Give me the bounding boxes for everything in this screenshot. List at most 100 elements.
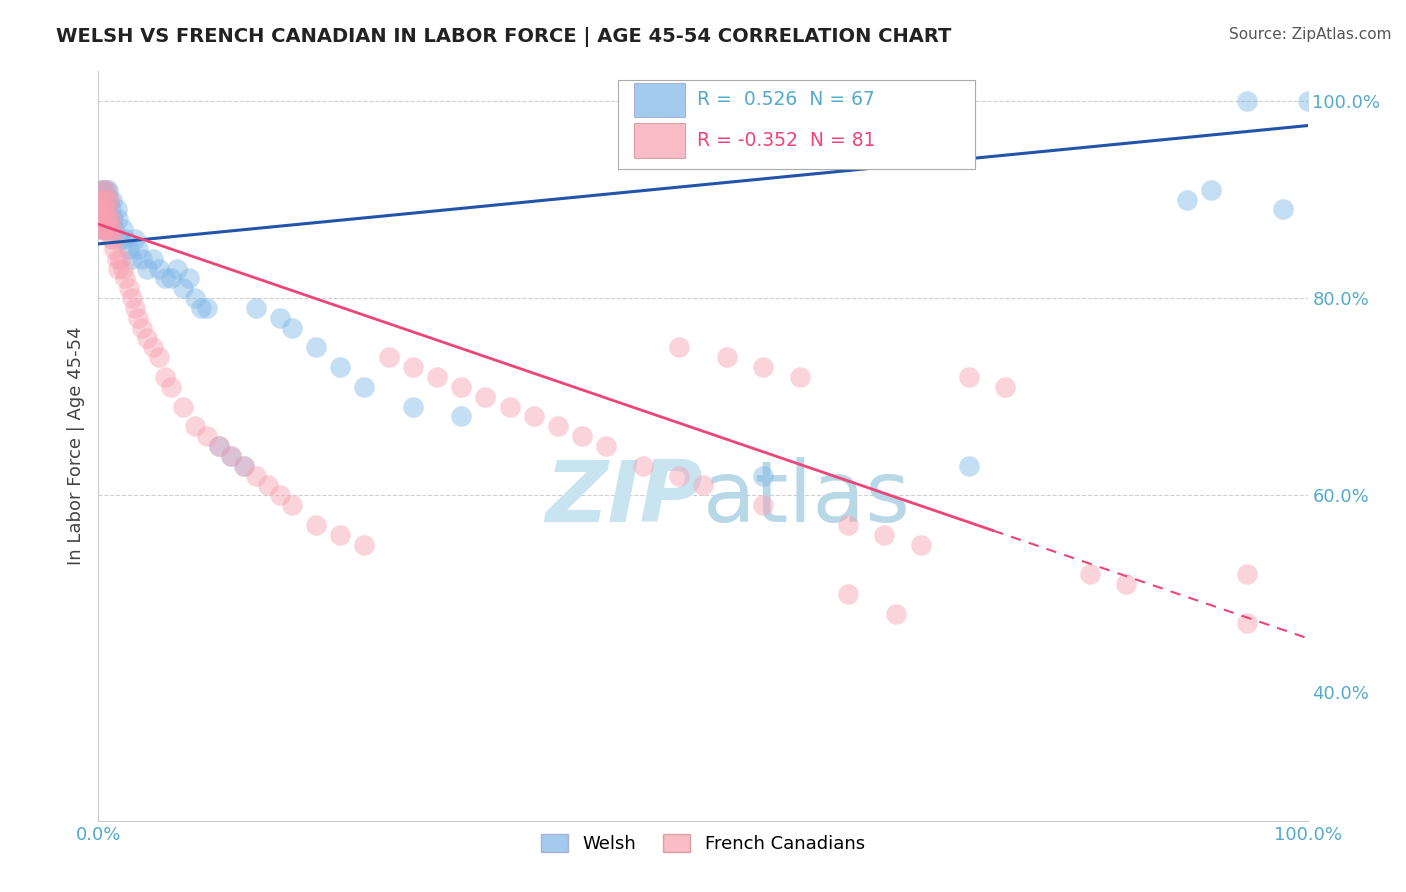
- Point: [89, 202, 111, 217]
- Text: ZIP: ZIP: [546, 457, 703, 540]
- Text: WELSH VS FRENCH CANADIAN IN LABOR FORCE | AGE 45-54 CORRELATION CHART: WELSH VS FRENCH CANADIAN IN LABOR FORCE …: [56, 27, 952, 46]
- Point: [179, 271, 201, 285]
- Point: [96, 202, 118, 217]
- Point: [93, 193, 115, 207]
- Point: [107, 212, 129, 227]
- Point: [305, 340, 328, 354]
- FancyBboxPatch shape: [634, 123, 685, 158]
- Point: [269, 310, 291, 325]
- Point: [101, 232, 124, 246]
- Point: [221, 449, 243, 463]
- Point: [135, 330, 157, 344]
- Point: [281, 498, 304, 512]
- Point: [668, 340, 690, 354]
- Point: [547, 419, 569, 434]
- Point: [190, 301, 212, 315]
- Point: [135, 261, 157, 276]
- Point: [121, 252, 143, 266]
- Point: [1115, 577, 1137, 591]
- Point: [184, 419, 207, 434]
- Point: [329, 360, 352, 375]
- Point: [127, 310, 149, 325]
- Point: [142, 252, 165, 266]
- Point: [873, 527, 896, 541]
- Point: [96, 222, 118, 236]
- Point: [91, 193, 114, 207]
- Point: [1236, 616, 1258, 631]
- Point: [305, 517, 328, 532]
- Point: [121, 291, 143, 305]
- Point: [1199, 183, 1222, 197]
- Point: [789, 370, 811, 384]
- Point: [245, 468, 267, 483]
- Point: [111, 261, 134, 276]
- Point: [97, 212, 120, 227]
- Point: [91, 212, 114, 227]
- Point: [498, 400, 520, 414]
- Point: [160, 271, 183, 285]
- Point: [474, 390, 496, 404]
- Point: [105, 252, 128, 266]
- Point: [108, 252, 131, 266]
- Point: [172, 281, 194, 295]
- Point: [103, 222, 125, 236]
- Point: [631, 458, 654, 473]
- Point: [90, 212, 112, 227]
- Point: [100, 222, 122, 236]
- Point: [91, 202, 114, 217]
- Point: [127, 242, 149, 256]
- Point: [91, 212, 114, 227]
- Point: [142, 340, 165, 354]
- Point: [232, 458, 254, 473]
- Point: [118, 242, 141, 256]
- Point: [1272, 202, 1295, 217]
- Point: [98, 193, 121, 207]
- Point: [269, 488, 291, 502]
- Point: [101, 212, 124, 227]
- Point: [402, 400, 425, 414]
- Point: [107, 261, 129, 276]
- Point: [118, 281, 141, 295]
- Text: Source: ZipAtlas.com: Source: ZipAtlas.com: [1229, 27, 1392, 42]
- Point: [353, 538, 375, 552]
- Point: [114, 271, 136, 285]
- Point: [131, 252, 153, 266]
- Point: [208, 439, 231, 453]
- Point: [89, 193, 111, 207]
- Point: [100, 212, 122, 227]
- Point: [692, 478, 714, 492]
- Point: [245, 301, 267, 315]
- Point: [94, 183, 117, 197]
- Point: [232, 458, 254, 473]
- Point: [148, 351, 170, 365]
- Point: [571, 429, 593, 443]
- Point: [195, 429, 218, 443]
- Text: R =  0.526  N = 67: R = 0.526 N = 67: [697, 90, 875, 110]
- Point: [100, 202, 122, 217]
- Point: [97, 202, 120, 217]
- Point: [450, 409, 472, 424]
- Text: R = -0.352  N = 81: R = -0.352 N = 81: [697, 131, 876, 150]
- Point: [752, 360, 775, 375]
- Point: [184, 291, 207, 305]
- Point: [96, 193, 118, 207]
- Point: [91, 222, 114, 236]
- Point: [1236, 567, 1258, 582]
- FancyBboxPatch shape: [619, 80, 976, 169]
- Point: [910, 538, 932, 552]
- Point: [98, 222, 121, 236]
- Legend: Welsh, French Canadians: Welsh, French Canadians: [534, 827, 872, 860]
- FancyBboxPatch shape: [634, 83, 685, 117]
- Point: [94, 212, 117, 227]
- Point: [402, 360, 425, 375]
- Point: [994, 380, 1017, 394]
- Point: [124, 232, 146, 246]
- Point: [100, 212, 122, 227]
- Point: [837, 517, 859, 532]
- Point: [153, 271, 176, 285]
- Point: [94, 212, 117, 227]
- Point: [89, 193, 111, 207]
- Point: [96, 222, 118, 236]
- Point: [195, 301, 218, 315]
- Point: [91, 212, 114, 227]
